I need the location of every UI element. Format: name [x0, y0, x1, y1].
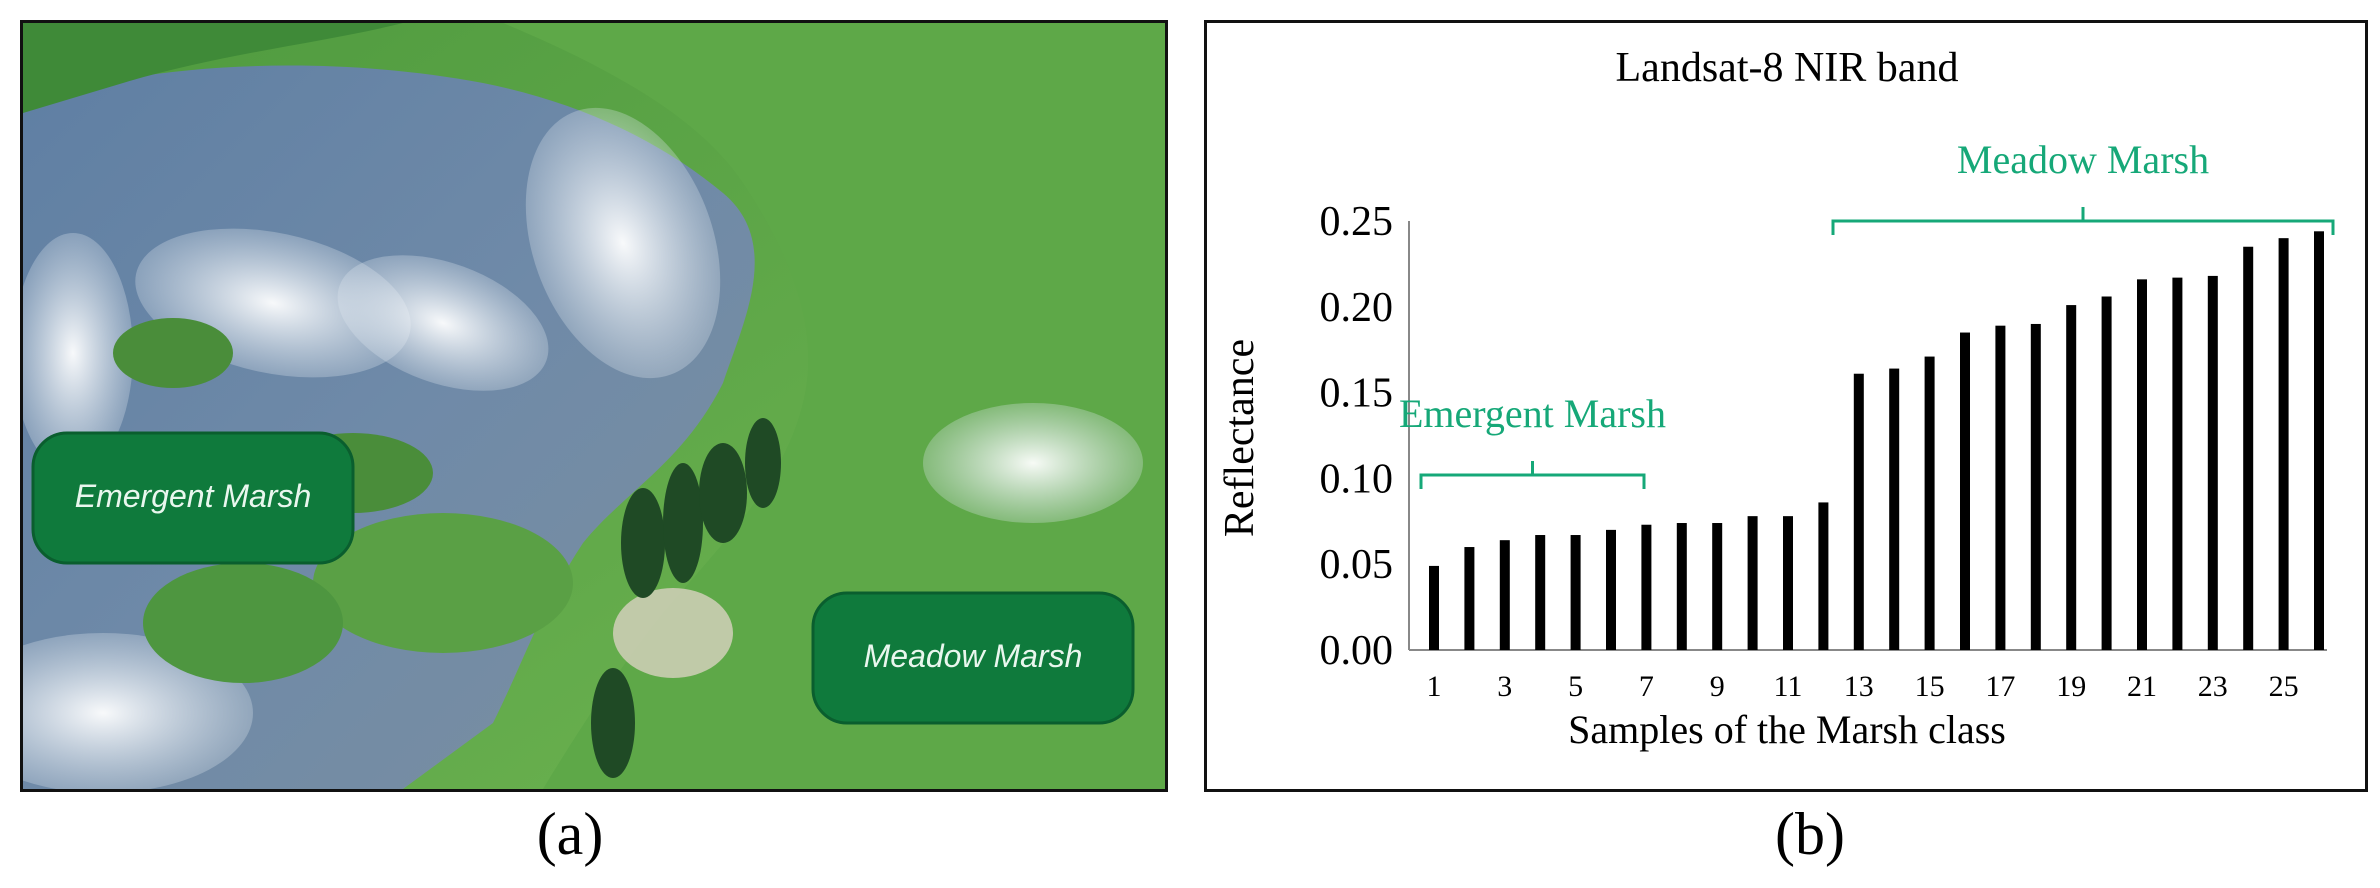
- emergent-marsh-photo-label: Emergent Marsh: [75, 478, 312, 514]
- meadow-marsh-annotation: Meadow Marsh: [1957, 137, 2209, 182]
- bar-sample-5: [1570, 535, 1581, 650]
- bar-sample-11: [1783, 516, 1793, 650]
- bar-sample-10: [1747, 516, 1758, 650]
- bar-sample-14: [1889, 368, 1900, 650]
- y-tick-label: 0.15: [1320, 371, 1394, 417]
- bar-sample-7: [1641, 524, 1652, 650]
- marsh-aerial-image: Emergent Marsh Meadow Marsh: [23, 23, 1165, 789]
- bar-sample-8: [1676, 523, 1687, 650]
- bar-sample-18: [2030, 323, 2041, 650]
- bar-sample-17: [1995, 325, 2006, 650]
- x-tick-label: 3: [1497, 670, 1512, 703]
- y-tick-label: 0.20: [1320, 285, 1394, 331]
- x-tick-label: 1: [1427, 670, 1442, 703]
- bar-sample-16: [1960, 332, 1970, 650]
- emergent-marsh-annotation: Emergent Marsh: [1399, 391, 1666, 436]
- chart-panel: Landsat-8 NIR band 0.00 0.05 0.10 0.15 0.20 0…: [1204, 20, 2368, 792]
- caption-a: (a): [536, 801, 604, 867]
- meadow-marsh-photo-label: Meadow Marsh: [864, 638, 1083, 674]
- bar-sample-12: [1818, 502, 1829, 650]
- bar-sample-9: [1712, 523, 1723, 650]
- bar-series: [1429, 231, 2324, 651]
- bar-sample-15: [1924, 356, 1935, 650]
- x-tick-label: 7: [1639, 670, 1654, 703]
- y-tick-label: 0.00: [1320, 628, 1394, 674]
- emergent-marsh-label-box: [31, 431, 355, 565]
- group-brackets: Emergent Marsh Meadow Marsh: [1399, 137, 2335, 489]
- y-tick-label: 0.10: [1320, 456, 1394, 502]
- x-tick-label: 19: [2056, 670, 2086, 703]
- chart-title: Landsat-8 NIR band: [1616, 45, 1959, 91]
- x-tick-label: 21: [2127, 670, 2157, 703]
- bar-sample-2: [1464, 547, 1475, 650]
- x-axis-title: Samples of the Marsh class: [1568, 707, 2006, 752]
- caption-b: (b): [1775, 801, 1845, 867]
- x-tick-label: 23: [2198, 670, 2228, 703]
- x-tick-label: 15: [1915, 670, 1945, 703]
- x-tick-label: 17: [1985, 670, 2015, 703]
- y-axis-title: Reflectance: [1217, 339, 1263, 537]
- x-tick-label: 9: [1710, 670, 1725, 703]
- bar-sample-25: [2278, 238, 2289, 650]
- meadow-marsh-bracket: [1831, 207, 2335, 235]
- x-tick-label: 25: [2269, 670, 2299, 703]
- aerial-photo: Emergent Marsh Meadow Marsh: [20, 20, 1168, 792]
- meadow-marsh-label-box: [811, 591, 1135, 725]
- y-tick-label: 0.25: [1320, 199, 1394, 245]
- y-tick-label: 0.05: [1320, 542, 1394, 588]
- bar-sample-19: [2066, 305, 2077, 650]
- x-tick-labels: 1 3 5 7 9 11 13 15 17 19 21 23 25: [1427, 670, 2299, 703]
- nir-bar-chart: Landsat-8 NIR band 0.000.050.100.150.200…: [1217, 45, 2335, 752]
- bar-sample-20: [2101, 296, 2112, 650]
- y-tick-labels: 0.00 0.05 0.10 0.15 0.20 0.25: [1320, 199, 1394, 674]
- emergent-marsh-bracket: [1419, 461, 1646, 489]
- x-tick-label: 11: [1774, 670, 1803, 703]
- bar-sample-3: [1499, 540, 1510, 650]
- bar-sample-22: [2172, 277, 2183, 650]
- bar-sample-1: [1429, 565, 1439, 650]
- bar-sample-6: [1606, 529, 1616, 650]
- bar-sample-24: [2243, 246, 2254, 651]
- bar-sample-23: [2207, 275, 2218, 650]
- bar-sample-26: [2314, 231, 2324, 650]
- bar-sample-4: [1535, 535, 1546, 650]
- x-tick-label: 5: [1568, 670, 1583, 703]
- bar-sample-13: [1853, 373, 1864, 650]
- x-tick-label: 13: [1844, 670, 1874, 703]
- bar-sample-21: [2137, 279, 2147, 650]
